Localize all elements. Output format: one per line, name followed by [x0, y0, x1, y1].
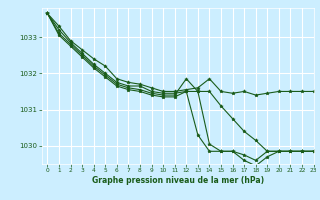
X-axis label: Graphe pression niveau de la mer (hPa): Graphe pression niveau de la mer (hPa) [92, 176, 264, 185]
